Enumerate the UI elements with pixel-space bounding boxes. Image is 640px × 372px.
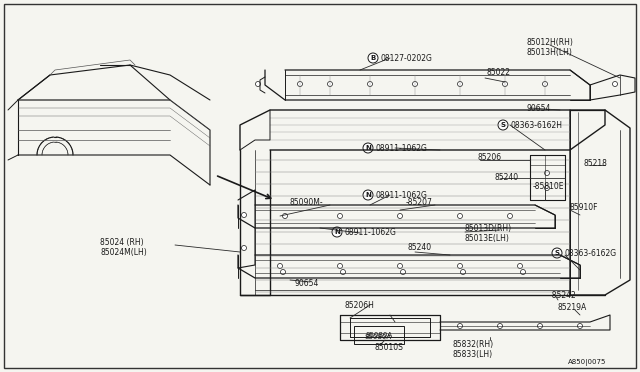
Circle shape [332, 227, 342, 237]
Circle shape [282, 214, 287, 218]
Text: A850|0075: A850|0075 [568, 359, 606, 366]
Circle shape [518, 263, 522, 269]
Text: 85240: 85240 [495, 173, 519, 182]
Circle shape [241, 212, 246, 218]
Text: 85013H(LH): 85013H(LH) [527, 48, 573, 57]
Text: -85207: -85207 [406, 198, 433, 206]
Circle shape [458, 81, 463, 87]
Circle shape [458, 324, 463, 328]
Circle shape [401, 269, 406, 275]
Circle shape [340, 269, 346, 275]
Circle shape [363, 143, 373, 153]
Text: B: B [371, 55, 376, 61]
Text: 85080A: 85080A [364, 334, 392, 340]
Text: 85219A: 85219A [558, 304, 588, 312]
FancyBboxPatch shape [354, 326, 404, 344]
Circle shape [458, 214, 463, 218]
Text: 85206: 85206 [478, 153, 502, 161]
Circle shape [368, 53, 378, 63]
Text: 85024 (RH): 85024 (RH) [100, 237, 143, 247]
Text: 08911-1062G: 08911-1062G [376, 144, 428, 153]
Circle shape [397, 214, 403, 218]
Circle shape [367, 81, 372, 87]
Text: 85024M(LH): 85024M(LH) [100, 247, 147, 257]
Circle shape [397, 263, 403, 269]
Text: 90654: 90654 [527, 103, 552, 112]
Text: S: S [500, 122, 506, 128]
Circle shape [543, 81, 547, 87]
Text: 08363-6162H: 08363-6162H [511, 121, 563, 129]
Circle shape [545, 186, 550, 190]
Circle shape [363, 190, 373, 200]
Circle shape [577, 324, 582, 328]
Circle shape [508, 214, 513, 218]
Text: 08363-6162G: 08363-6162G [565, 248, 617, 257]
Text: 90654: 90654 [295, 279, 319, 288]
Circle shape [280, 269, 285, 275]
Text: 85013D(RH): 85013D(RH) [465, 224, 512, 232]
Text: S: S [554, 250, 559, 256]
Text: N: N [365, 145, 371, 151]
Circle shape [337, 214, 342, 218]
Text: N: N [365, 192, 371, 198]
Text: 85013E(LH): 85013E(LH) [465, 234, 510, 243]
Text: 08127-0202G: 08127-0202G [381, 54, 433, 62]
Circle shape [498, 120, 508, 130]
Circle shape [298, 81, 303, 87]
Circle shape [612, 81, 618, 87]
Text: N: N [334, 229, 340, 235]
Text: 85832(RH): 85832(RH) [453, 340, 494, 349]
Text: -85242: -85242 [550, 291, 577, 299]
Text: 85022: 85022 [487, 67, 511, 77]
Circle shape [458, 263, 463, 269]
Circle shape [278, 263, 282, 269]
Text: 85206H: 85206H [345, 301, 375, 310]
Text: 85240: 85240 [408, 244, 432, 253]
Text: 85010S: 85010S [375, 343, 404, 353]
Circle shape [337, 263, 342, 269]
Circle shape [461, 269, 465, 275]
Text: 08911-1062G: 08911-1062G [376, 190, 428, 199]
Circle shape [241, 246, 246, 250]
Circle shape [520, 269, 525, 275]
Text: 85090M-: 85090M- [290, 198, 324, 206]
Circle shape [552, 248, 562, 258]
Text: 85080A: 85080A [365, 332, 392, 338]
Circle shape [502, 81, 508, 87]
Text: 08911-1062G: 08911-1062G [345, 228, 397, 237]
Text: -85810E: -85810E [533, 182, 564, 190]
Circle shape [497, 324, 502, 328]
Text: 85910F: 85910F [570, 202, 598, 212]
Circle shape [328, 81, 333, 87]
Circle shape [538, 324, 543, 328]
Text: 85012H(RH): 85012H(RH) [527, 38, 574, 46]
Text: 85833(LH): 85833(LH) [453, 350, 493, 359]
Text: 85218: 85218 [584, 158, 608, 167]
Circle shape [413, 81, 417, 87]
Circle shape [545, 170, 550, 176]
Circle shape [255, 81, 260, 87]
